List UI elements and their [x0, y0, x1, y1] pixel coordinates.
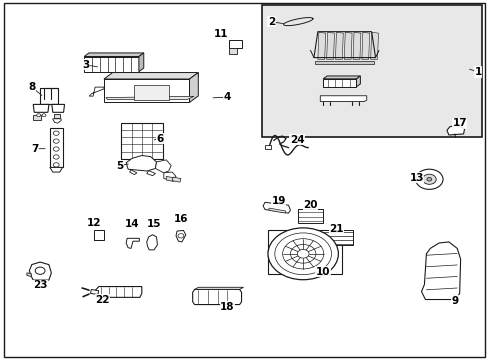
Text: 21: 21	[328, 224, 343, 234]
Polygon shape	[323, 76, 360, 79]
Circle shape	[415, 169, 442, 189]
Polygon shape	[228, 48, 236, 54]
Polygon shape	[344, 32, 351, 59]
Polygon shape	[121, 123, 162, 159]
Polygon shape	[90, 289, 99, 294]
Text: 2: 2	[267, 17, 274, 27]
Polygon shape	[229, 40, 242, 48]
Polygon shape	[194, 287, 243, 289]
Polygon shape	[189, 73, 198, 102]
Polygon shape	[361, 32, 369, 59]
Circle shape	[267, 228, 338, 280]
Text: 12: 12	[86, 218, 101, 228]
Polygon shape	[50, 167, 62, 172]
Polygon shape	[263, 202, 290, 213]
Text: 6: 6	[157, 134, 163, 144]
Polygon shape	[95, 287, 142, 297]
Text: 15: 15	[146, 219, 161, 229]
Text: 4: 4	[223, 92, 231, 102]
Bar	[261, 5, 481, 137]
Polygon shape	[192, 289, 241, 305]
Polygon shape	[52, 104, 64, 112]
Polygon shape	[264, 145, 270, 148]
Text: 19: 19	[271, 196, 285, 206]
Text: 13: 13	[408, 173, 423, 183]
Polygon shape	[129, 170, 137, 175]
Polygon shape	[146, 171, 155, 176]
Polygon shape	[139, 53, 143, 72]
Circle shape	[37, 114, 41, 117]
Polygon shape	[112, 73, 198, 76]
Polygon shape	[320, 96, 366, 102]
Circle shape	[53, 163, 59, 167]
Polygon shape	[53, 119, 61, 123]
Polygon shape	[317, 32, 325, 59]
Polygon shape	[134, 85, 168, 100]
Polygon shape	[319, 230, 352, 245]
Text: 10: 10	[315, 267, 329, 277]
Text: 20: 20	[303, 200, 317, 210]
Polygon shape	[352, 32, 360, 59]
Polygon shape	[315, 61, 373, 64]
Text: 16: 16	[173, 213, 188, 224]
Text: 14: 14	[124, 219, 139, 229]
Polygon shape	[27, 273, 31, 276]
Text: 11: 11	[214, 29, 228, 39]
Text: 8: 8	[28, 82, 35, 92]
Polygon shape	[103, 79, 189, 102]
Text: 17: 17	[451, 118, 466, 128]
Polygon shape	[172, 177, 181, 182]
Polygon shape	[323, 79, 356, 87]
Polygon shape	[84, 53, 143, 57]
Circle shape	[35, 267, 45, 274]
Text: 22: 22	[95, 294, 110, 305]
Polygon shape	[335, 32, 343, 59]
Polygon shape	[163, 172, 176, 180]
Polygon shape	[84, 57, 139, 72]
Polygon shape	[33, 115, 41, 120]
Polygon shape	[126, 238, 139, 248]
Polygon shape	[356, 76, 360, 87]
Circle shape	[426, 177, 431, 181]
Text: 1: 1	[474, 67, 481, 77]
Text: 5: 5	[116, 161, 123, 171]
Polygon shape	[268, 208, 285, 213]
Polygon shape	[89, 87, 103, 96]
Polygon shape	[94, 230, 104, 240]
Text: 18: 18	[220, 302, 234, 312]
Polygon shape	[126, 156, 156, 171]
Polygon shape	[155, 160, 171, 173]
Circle shape	[53, 155, 59, 159]
Polygon shape	[446, 125, 464, 135]
Circle shape	[42, 114, 46, 117]
Polygon shape	[326, 32, 334, 59]
Polygon shape	[176, 230, 185, 242]
Polygon shape	[370, 32, 378, 59]
Polygon shape	[166, 176, 174, 181]
Polygon shape	[29, 262, 51, 280]
Polygon shape	[33, 104, 49, 112]
Circle shape	[178, 234, 183, 238]
Polygon shape	[106, 96, 193, 99]
Text: 24: 24	[289, 135, 304, 145]
Text: 23: 23	[33, 280, 47, 290]
Text: 3: 3	[82, 60, 89, 70]
Circle shape	[422, 174, 435, 184]
Polygon shape	[54, 114, 60, 118]
Polygon shape	[297, 209, 323, 223]
Text: 7: 7	[31, 144, 39, 154]
Polygon shape	[50, 128, 62, 167]
Circle shape	[53, 131, 59, 135]
Text: 9: 9	[450, 296, 457, 306]
Polygon shape	[146, 235, 157, 250]
Circle shape	[53, 147, 59, 151]
Circle shape	[53, 139, 59, 143]
Polygon shape	[421, 242, 460, 300]
Polygon shape	[103, 73, 198, 79]
